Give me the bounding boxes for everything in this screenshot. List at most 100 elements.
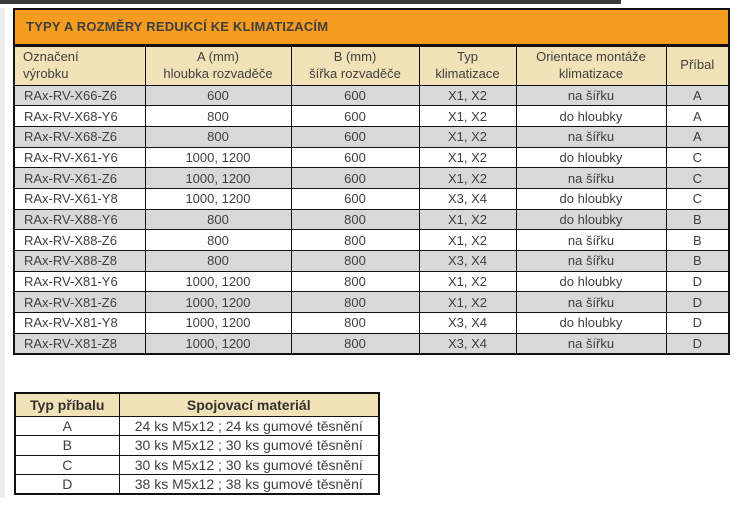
width-b-cell: 600 (290, 125, 420, 148)
width-b-cell: 800 (290, 312, 420, 334)
width-b-cell: 600 (290, 187, 420, 210)
package-row: D 38 ks M5x12 ; 38 ks gumové těsnění (14, 474, 380, 495)
depth-a-cell: 1000, 1200 (144, 291, 292, 314)
product-code-cell: RAx-RV-X88-Y6 (13, 208, 146, 231)
product-code-cell: RAx-RV-X81-Z8 (13, 332, 146, 355)
depth-a-cell: 1000, 1200 (144, 312, 292, 334)
table-row: RAx-RV-X81-Z6 1000, 1200 800 X1, X2 na š… (13, 291, 730, 314)
width-b-cell: 800 (290, 270, 420, 293)
table-row: RAx-RV-X61-Y6 1000, 1200 600 X1, X2 do h… (13, 146, 730, 169)
depth-a-cell: 800 (144, 208, 292, 231)
ac-type-cell: X3, X4 (418, 332, 517, 355)
product-code-cell: RAx-RV-X61-Z6 (13, 167, 146, 189)
title-row: TYPY A ROZMĚRY REDUKCÍ KE KLIMATIZACÍM (13, 8, 730, 47)
package-cell: D (665, 291, 730, 314)
table-row: RAx-RV-X81-Y6 1000, 1200 800 X1, X2 do h… (13, 270, 730, 293)
width-b-cell: 800 (290, 332, 420, 355)
header-depth-a: A (mm) hloubka rozvaděče (144, 44, 292, 86)
package-cell: B (665, 229, 730, 251)
material-cell: 38 ks M5x12 ; 38 ks gumové těsnění (118, 474, 380, 495)
width-b-cell: 800 (290, 291, 420, 314)
material-cell: 30 ks M5x12 ; 30 ks gumové těsnění (118, 435, 380, 456)
scan-artifact-bar (0, 0, 621, 4)
header-material: Spojovací materiál (118, 392, 380, 417)
material-cell: 24 ks M5x12 ; 24 ks gumové těsnění (118, 415, 380, 436)
orientation-cell: do hloubky (515, 208, 667, 231)
ac-type-cell: X3, X4 (418, 312, 517, 334)
depth-a-cell: 1000, 1200 (144, 270, 292, 293)
width-b-cell: 800 (290, 229, 420, 251)
ac-type-cell: X1, X2 (418, 146, 517, 169)
depth-a-cell: 1000, 1200 (144, 332, 292, 355)
depth-a-cell: 1000, 1200 (144, 167, 292, 189)
depth-a-cell: 800 (144, 250, 292, 272)
orientation-cell: na šířku (515, 125, 667, 148)
product-code-cell: RAx-RV-X68-Z6 (13, 125, 146, 148)
package-type-cell: A (14, 415, 120, 436)
ac-type-cell: X1, X2 (418, 167, 517, 189)
product-code-cell: RAx-RV-X81-Y6 (13, 270, 146, 293)
orientation-cell: do hloubky (515, 270, 667, 293)
ac-type-cell: X1, X2 (418, 84, 517, 107)
package-cell: C (665, 167, 730, 189)
package-cell: D (665, 270, 730, 293)
ac-type-cell: X1, X2 (418, 125, 517, 148)
width-b-cell: 800 (290, 250, 420, 272)
package-cell: C (665, 187, 730, 210)
table-row: RAx-RV-X81-Z8 1000, 1200 800 X3, X4 na š… (13, 332, 730, 355)
package-row: C 30 ks M5x12 ; 30 ks gumové těsnění (14, 454, 380, 475)
header-orientation: Orientace montáže klimatizace (515, 44, 667, 86)
depth-a-cell: 800 (144, 229, 292, 251)
header-package-type: Typ příbalu (14, 392, 120, 417)
ac-type-cell: X1, X2 (418, 291, 517, 314)
depth-a-cell: 800 (144, 105, 292, 127)
package-cell: D (665, 312, 730, 334)
product-code-cell: RAx-RV-X61-Y8 (13, 187, 146, 210)
package-cell: D (665, 332, 730, 355)
table-row: RAx-RV-X68-Z6 800 600 X1, X2 na šířku A (13, 125, 730, 148)
width-b-cell: 600 (290, 84, 420, 107)
package-cell: A (665, 84, 730, 107)
product-code-cell: RAx-RV-X88-Z8 (13, 250, 146, 272)
table-row: RAx-RV-X81-Y8 1000, 1200 800 X3, X4 do h… (13, 312, 730, 334)
orientation-cell: na šířku (515, 291, 667, 314)
width-b-cell: 600 (290, 146, 420, 169)
orientation-cell: do hloubky (515, 187, 667, 210)
table-row: RAx-RV-X61-Y8 1000, 1200 600 X3, X4 do h… (13, 187, 730, 210)
product-code-cell: RAx-RV-X81-Z6 (13, 291, 146, 314)
orientation-cell: do hloubky (515, 105, 667, 127)
width-b-cell: 600 (290, 105, 420, 127)
package-row: A 24 ks M5x12 ; 24 ks gumové těsnění (14, 415, 380, 436)
product-code-cell: RAx-RV-X61-Y6 (13, 146, 146, 169)
table-row: RAx-RV-X66-Z6 600 600 X1, X2 na šířku A (13, 84, 730, 107)
depth-a-cell: 1000, 1200 (144, 146, 292, 169)
header-package: Příbal (665, 44, 730, 86)
package-material-table: Typ příbalu Spojovací materiál A 24 ks M… (14, 392, 380, 495)
package-type-cell: B (14, 435, 120, 456)
depth-a-cell: 800 (144, 125, 292, 148)
package-row: B 30 ks M5x12 ; 30 ks gumové těsnění (14, 435, 380, 456)
depth-a-cell: 600 (144, 84, 292, 107)
product-code-cell: RAx-RV-X66-Z6 (13, 84, 146, 107)
header-row: Označení výrobku A (mm) hloubka rozvaděč… (13, 44, 730, 86)
scan-artifact-edge (0, 8, 5, 498)
package-type-cell: D (14, 474, 120, 495)
package-type-cell: C (14, 454, 120, 475)
package-cell: B (665, 208, 730, 231)
package-cell: B (665, 250, 730, 272)
ac-type-cell: X1, X2 (418, 105, 517, 127)
table-row: RAx-RV-X68-Y6 800 600 X1, X2 do hloubky … (13, 105, 730, 127)
width-b-cell: 800 (290, 208, 420, 231)
orientation-cell: do hloubky (515, 312, 667, 334)
header-product-code: Označení výrobku (13, 44, 146, 86)
header-row: Typ příbalu Spojovací materiál (14, 392, 380, 417)
width-b-cell: 600 (290, 167, 420, 189)
product-code-cell: RAx-RV-X68-Y6 (13, 105, 146, 127)
orientation-cell: na šířku (515, 332, 667, 355)
reductions-table: TYPY A ROZMĚRY REDUKCÍ KE KLIMATIZACÍM O… (13, 8, 731, 355)
ac-type-cell: X1, X2 (418, 270, 517, 293)
ac-type-cell: X3, X4 (418, 250, 517, 272)
orientation-cell: na šířku (515, 229, 667, 251)
ac-type-cell: X1, X2 (418, 229, 517, 251)
